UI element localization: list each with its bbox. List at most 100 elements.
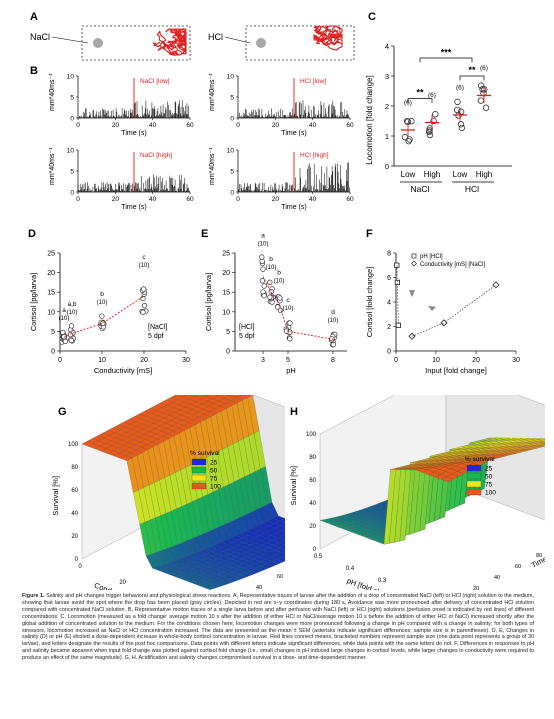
y-tick-label: 1 xyxy=(385,132,389,141)
x-tick-label: 40 xyxy=(309,196,317,203)
trace-label: NaCl [high] xyxy=(140,152,172,159)
posthoc-letter: a xyxy=(62,307,66,314)
group-label: HCl xyxy=(465,184,479,194)
sample-size: (10) xyxy=(283,306,294,312)
legend-label: 25 xyxy=(485,466,493,473)
y-tick-label: 6 xyxy=(387,275,391,282)
motion-trace xyxy=(237,100,350,118)
y-tick-label: 10 xyxy=(227,74,235,81)
age-note: 5 dpf xyxy=(148,333,164,340)
sample-size: (10) xyxy=(258,241,269,247)
x-tick-label: 3 xyxy=(261,357,265,364)
x-axis-label: Time (s) xyxy=(121,204,146,211)
legend-label: 50 xyxy=(485,474,493,481)
drop-spot xyxy=(93,38,103,48)
z-tick-label: 20 xyxy=(309,524,316,530)
sample-size: (10) xyxy=(97,300,108,306)
data-point xyxy=(330,341,337,348)
x-tick-label: 0.5 xyxy=(314,554,323,560)
caption-body: Salinity and pH changes trigger behavior… xyxy=(22,593,535,662)
posthoc-letter: d xyxy=(331,309,335,316)
data-point xyxy=(141,286,147,292)
panel-a-label: A xyxy=(30,11,38,23)
z-axis-label: Survival [%] xyxy=(289,466,298,506)
legend-swatch xyxy=(466,464,482,472)
sample-size: (10) xyxy=(266,265,277,271)
surface-facet xyxy=(541,444,545,446)
y-tick-label: 5 xyxy=(51,329,55,336)
y-tick-label: 0 xyxy=(230,190,234,197)
legend-swatch xyxy=(466,488,482,496)
condition-note: [NaCl] xyxy=(148,324,168,331)
y-tick-label: 80 xyxy=(536,553,542,559)
data-point xyxy=(68,337,75,344)
panel-e-label: E xyxy=(201,228,208,240)
x-tick-label: 40 xyxy=(309,122,317,129)
condition-note: [HCl] xyxy=(239,324,255,331)
surface-facet xyxy=(227,395,231,396)
motion-trace xyxy=(77,100,190,118)
y-tick-label: 10 xyxy=(227,148,235,155)
legend-swatch xyxy=(191,474,207,482)
x-tick-label: 10 xyxy=(432,357,440,364)
panel-b-label: B xyxy=(30,65,38,77)
data-point xyxy=(261,293,267,299)
x-tick-label: 0 xyxy=(76,196,80,203)
legend-label: 25 xyxy=(210,460,218,467)
x-tick-label: 30 xyxy=(512,357,520,364)
panel-f: F Cortisol [fold change] 0 2 4 6 8 0 10 20 30 Inpu… xyxy=(365,228,520,375)
surface-facet xyxy=(282,534,285,537)
arrow-marker xyxy=(428,305,436,311)
data-point xyxy=(454,98,461,106)
data-point xyxy=(287,336,293,342)
mean-line xyxy=(262,276,334,340)
surface-facet xyxy=(281,529,285,532)
y-axis-label: Time [min.] xyxy=(530,545,545,570)
arrow-marker xyxy=(409,290,415,298)
y-tick-label: 5 xyxy=(70,169,74,176)
conductivity-line xyxy=(411,284,497,337)
x-tick-label: 40 xyxy=(149,196,157,203)
data-point xyxy=(68,323,75,329)
y-tick-label: 4 xyxy=(387,300,391,307)
x-tick-label: 60 xyxy=(346,122,354,129)
posthoc-letter: b xyxy=(277,270,281,277)
z-tick-label: 60 xyxy=(71,488,78,494)
x-tick-label: 30 xyxy=(182,357,190,364)
x-tick-label: 20 xyxy=(112,196,120,203)
sig-label: ** xyxy=(468,65,476,75)
y-tick-label: 3 xyxy=(385,72,389,81)
y-tick-label: 10 xyxy=(222,309,230,316)
sample-size: (10) xyxy=(59,316,70,322)
data-point xyxy=(283,328,290,334)
legend-title: % survival xyxy=(190,450,220,457)
surface-facet xyxy=(283,539,285,541)
surface-facet xyxy=(203,585,216,590)
hcl-label: HCl xyxy=(208,32,223,42)
figure-number: Figure 1. xyxy=(22,593,45,599)
sample-size: (10) xyxy=(67,310,78,316)
x-tick-label: 0.3 xyxy=(378,578,387,584)
x-tick-label: High xyxy=(476,170,492,179)
x-axis-label: Time (s) xyxy=(121,130,146,137)
sample-size: (6) xyxy=(428,92,436,99)
y-tick-label: 8 xyxy=(387,251,391,258)
posthoc-letter: a,b xyxy=(67,301,76,308)
x-tick-label: 5 xyxy=(286,357,290,364)
x-tick-label: High xyxy=(424,170,440,179)
y-tick-label: 5 xyxy=(226,329,230,336)
data-point xyxy=(430,117,437,125)
x-tick-label: 20 xyxy=(472,357,480,364)
z-tick-label: 100 xyxy=(68,442,79,448)
y-axis-label: Locomotion [fold change] xyxy=(365,75,374,164)
z-axis-label: Survival [%] xyxy=(51,476,60,516)
legend-label: 100 xyxy=(210,484,221,491)
sample-size: (6) xyxy=(480,65,488,72)
y-tick-label: 2 xyxy=(385,102,389,111)
x-tick-label: Low xyxy=(453,170,468,179)
hcl-arena xyxy=(245,25,355,61)
surface-facet xyxy=(441,476,454,483)
data-point xyxy=(287,320,293,326)
